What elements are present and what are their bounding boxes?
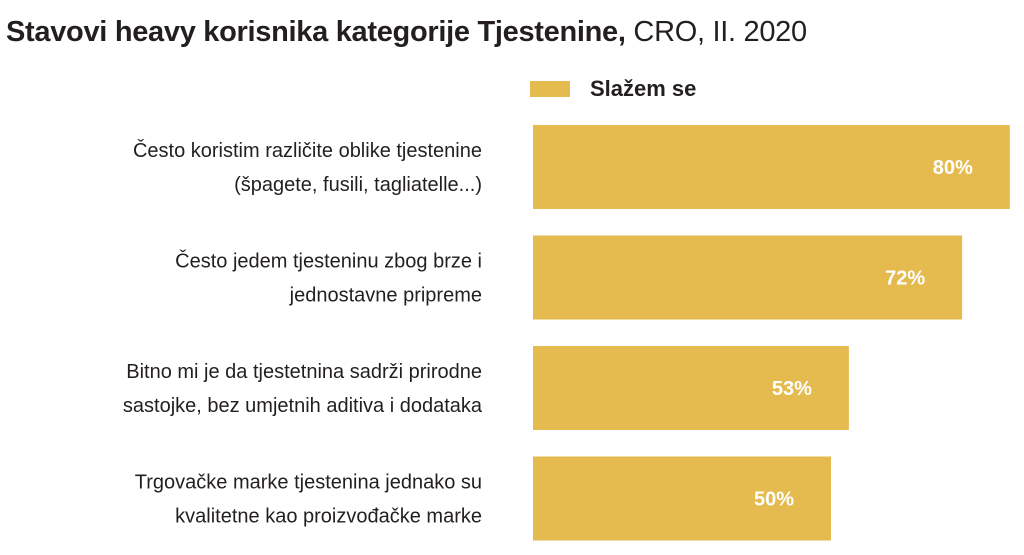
category-label: Često jedem tjesteninu zbog brze i jednos… [175,250,482,307]
bar-value-label: 53% [772,378,812,400]
category-label: Bitno mi je da tjestetnina sadrži prirod… [123,361,483,417]
bar-value-label: 80% [933,157,973,179]
bar [533,125,1010,209]
bar [533,235,963,320]
bar-value-label: 72% [885,268,925,290]
category-label-line: Bitno mi je da tjestetnina sadrži prirod… [126,361,482,383]
category-label-line: Trgovačke marke tjestenina jednako su [135,472,482,494]
category-label-line: kvalitetne kao proizvođačke marke [175,506,482,528]
category-label-line: Često koristim različite oblike tjesteni… [133,139,482,162]
legend-swatch [530,81,570,97]
category-label: Često koristim različite oblike tjesteni… [133,139,482,196]
category-label-line: Često jedem tjesteninu zbog brze i [175,250,482,273]
chart-title: Stavovi heavy korisnika kategorije Tjest… [6,14,807,50]
chart-title-sub: CRO, II. 2020 [633,16,807,48]
bar-value-label: 50% [754,489,794,511]
category-label-line: jednostavne pripreme [289,285,482,307]
category-label-line: (špagete, fusili, tagliatelle...) [234,174,482,196]
chart-title-main: Stavovi heavy korisnika kategorije Tjest… [6,16,626,48]
bar [533,456,831,541]
category-label: Trgovačke marke tjestenina jednako su kva… [135,472,482,528]
bar [533,346,849,430]
category-label-line: sastojke, bez umjetnih aditiva i dodatak… [123,395,483,417]
legend-label: Slažem se [590,76,697,101]
legend: Slažem se [530,74,696,104]
